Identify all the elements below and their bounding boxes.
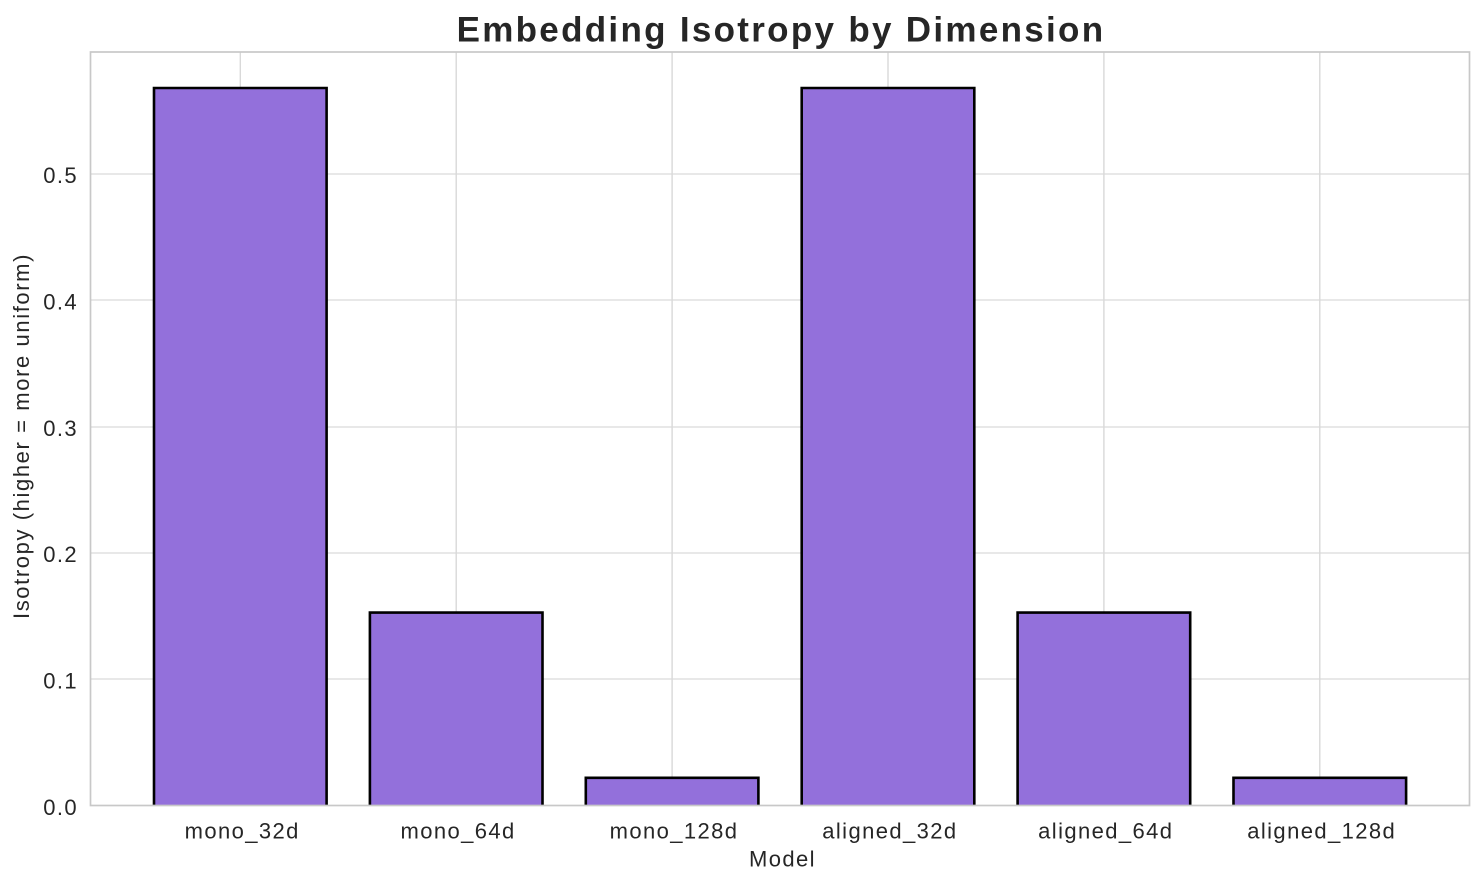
svg-text:0.0: 0.0 <box>43 795 78 820</box>
svg-text:0.1: 0.1 <box>43 669 78 694</box>
svg-text:aligned_64d: aligned_64d <box>1038 819 1173 844</box>
svg-text:aligned_128d: aligned_128d <box>1247 819 1396 844</box>
svg-text:aligned_32d: aligned_32d <box>822 819 957 844</box>
svg-text:Model: Model <box>749 847 816 872</box>
svg-text:0.2: 0.2 <box>43 542 78 567</box>
svg-text:Isotropy (higher = more unifor: Isotropy (higher = more uniform) <box>9 253 34 619</box>
svg-text:0.3: 0.3 <box>43 416 78 441</box>
svg-text:mono_64d: mono_64d <box>401 819 516 844</box>
svg-text:mono_128d: mono_128d <box>610 819 739 844</box>
svg-text:mono_32d: mono_32d <box>185 819 300 844</box>
svg-text:Embedding Isotropy by Dimensio: Embedding Isotropy by Dimension <box>457 10 1106 49</box>
svg-text:0.4: 0.4 <box>43 289 78 314</box>
svg-text:0.5: 0.5 <box>43 163 78 188</box>
